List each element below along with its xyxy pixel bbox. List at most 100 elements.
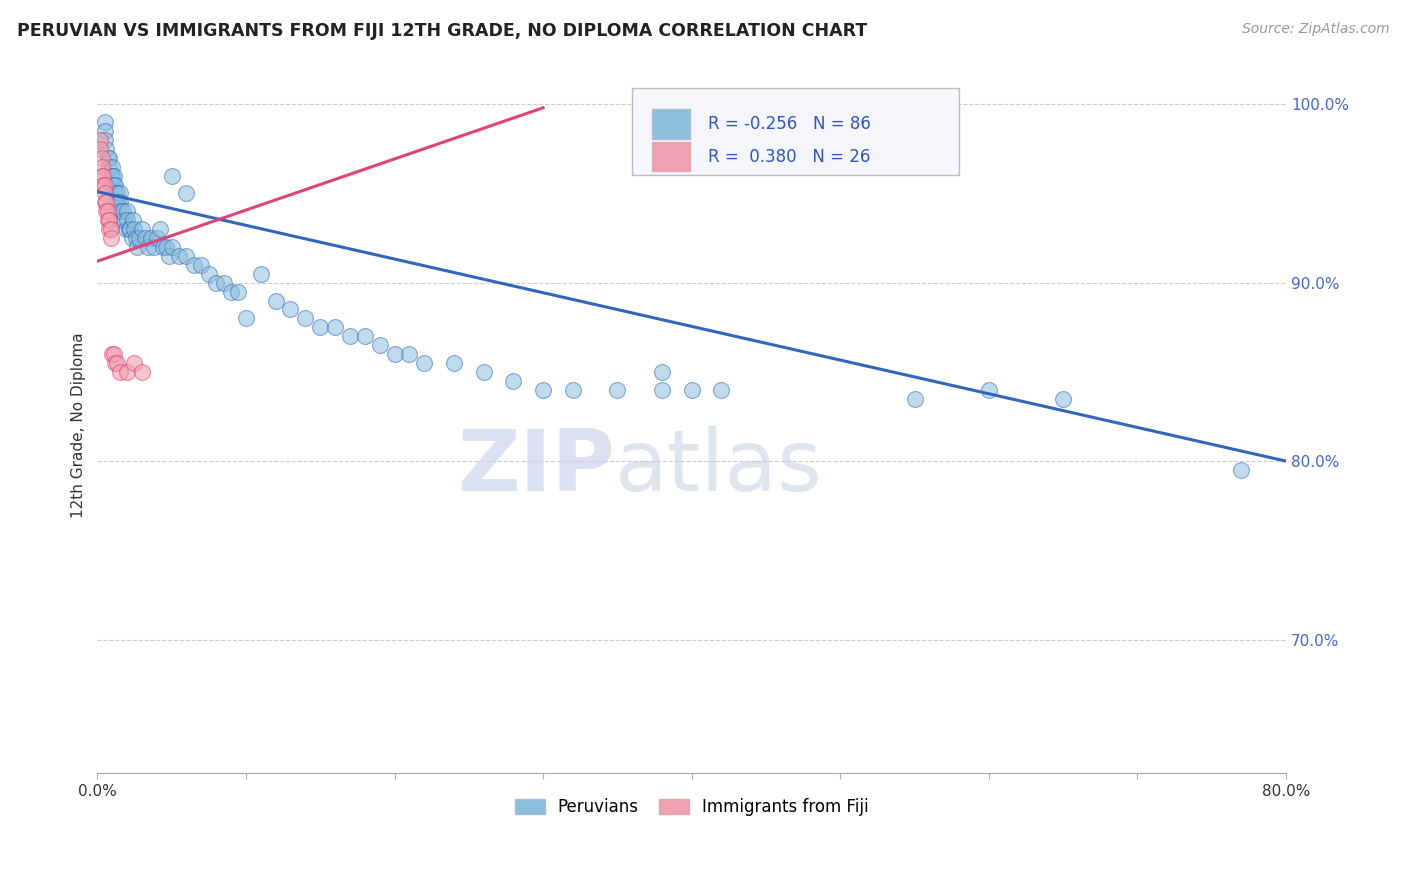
Point (97, 213, 120, 227)
Point (339, 329, 361, 343)
Point (413, 356, 436, 370)
FancyBboxPatch shape (652, 110, 690, 138)
Point (105, 356, 128, 370)
Point (89, 142, 111, 156)
Point (112, 213, 135, 227)
FancyBboxPatch shape (652, 142, 690, 171)
Point (98, 160, 121, 174)
Point (443, 356, 465, 370)
Point (651, 383, 673, 397)
Point (94, 186, 117, 201)
Point (118, 222, 141, 236)
Point (104, 178, 127, 192)
Point (96, 142, 118, 156)
Point (117, 222, 139, 236)
Point (309, 320, 332, 334)
Point (103, 169, 125, 183)
Point (94, 115, 117, 129)
Point (104, 356, 127, 370)
Point (101, 169, 124, 183)
Point (531, 383, 554, 397)
Point (127, 240, 149, 254)
Point (264, 293, 287, 308)
Point (280, 302, 302, 317)
Point (89, 133, 111, 147)
Point (219, 285, 242, 299)
Point (91, 178, 114, 192)
Point (131, 365, 153, 379)
Point (212, 276, 235, 290)
Point (94, 178, 117, 192)
Point (157, 249, 180, 263)
Point (136, 240, 159, 254)
Point (100, 231, 122, 245)
Point (100, 169, 122, 183)
Point (105, 195, 128, 210)
Point (90, 160, 112, 174)
Point (111, 204, 134, 219)
Point (100, 178, 122, 192)
Point (176, 249, 198, 263)
Point (98, 213, 121, 227)
Point (606, 383, 628, 397)
Point (101, 160, 124, 174)
Point (472, 365, 495, 379)
Point (353, 329, 375, 343)
Point (651, 365, 673, 379)
FancyBboxPatch shape (633, 88, 959, 175)
Point (107, 195, 129, 210)
Point (228, 285, 250, 299)
Point (100, 222, 122, 236)
Point (152, 240, 174, 254)
Point (90, 151, 112, 165)
Point (502, 374, 524, 388)
Point (710, 383, 733, 397)
Point (114, 222, 136, 236)
Point (190, 258, 212, 272)
Point (98, 151, 121, 165)
Point (160, 240, 183, 254)
Point (94, 133, 117, 147)
Point (294, 311, 316, 326)
Point (94, 124, 117, 138)
Point (1230, 463, 1253, 477)
Point (139, 231, 162, 245)
Text: Source: ZipAtlas.com: Source: ZipAtlas.com (1241, 22, 1389, 37)
Point (398, 347, 420, 361)
Point (108, 186, 131, 201)
Point (103, 347, 125, 361)
Point (131, 222, 153, 236)
Point (146, 231, 169, 245)
Point (368, 338, 391, 352)
Point (323, 320, 346, 334)
Point (903, 392, 925, 406)
Point (110, 213, 132, 227)
Text: atlas: atlas (614, 425, 823, 508)
Point (125, 231, 148, 245)
Point (134, 231, 156, 245)
Point (384, 347, 406, 361)
Point (115, 213, 138, 227)
Text: R = -0.256   N = 86: R = -0.256 N = 86 (709, 115, 872, 133)
Point (122, 213, 145, 227)
Point (183, 258, 205, 272)
Point (124, 356, 146, 370)
Point (110, 204, 132, 219)
Point (103, 178, 125, 192)
Point (205, 276, 228, 290)
Y-axis label: 12th Grade, No Diploma: 12th Grade, No Diploma (72, 333, 86, 518)
Point (235, 311, 257, 326)
Point (977, 383, 1000, 397)
Point (176, 186, 198, 201)
Point (108, 365, 131, 379)
Point (101, 347, 124, 361)
Point (90, 169, 112, 183)
Point (128, 231, 150, 245)
Point (97, 151, 120, 165)
Point (249, 267, 271, 281)
Point (167, 249, 190, 263)
Point (98, 222, 121, 236)
Point (105, 186, 128, 201)
Point (681, 383, 703, 397)
Point (108, 195, 131, 210)
